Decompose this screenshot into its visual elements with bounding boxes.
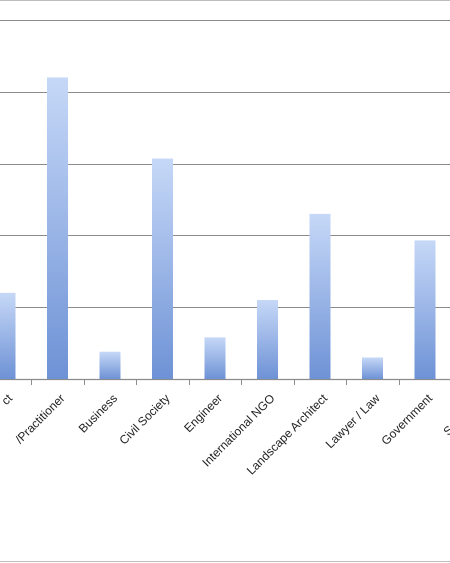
bar [0, 292, 16, 379]
bar [362, 357, 383, 379]
bar [414, 240, 436, 379]
x-tick-label: Lawyer / Law [323, 391, 383, 451]
bar [99, 351, 121, 379]
bars [0, 77, 436, 379]
bar [204, 337, 226, 379]
x-tick-label: Civil Society [117, 391, 173, 447]
x-tick-label: Government [379, 391, 436, 448]
gridlines [0, 20, 450, 381]
x-tick-label: /Practitioner [12, 391, 67, 446]
x-tick-label: ct [0, 391, 16, 408]
x-tick-label: Engineer [181, 391, 225, 435]
x-axis [31, 379, 400, 385]
bar [152, 158, 173, 379]
x-tick-label: Social Sci [440, 391, 450, 438]
bar [309, 213, 331, 379]
bar [47, 77, 68, 379]
x-tick-label: Business [76, 391, 120, 435]
bar [257, 300, 278, 379]
